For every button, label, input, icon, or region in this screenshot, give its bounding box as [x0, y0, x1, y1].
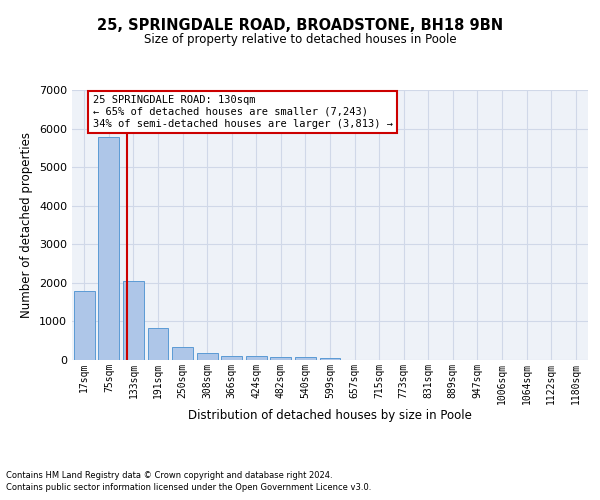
Bar	[74, 292, 95, 360]
Bar	[295, 358, 316, 360]
Bar	[271, 357, 292, 360]
Text: 25 SPRINGDALE ROAD: 130sqm
← 65% of detached houses are smaller (7,243)
34% of s: 25 SPRINGDALE ROAD: 130sqm ← 65% of deta…	[92, 96, 392, 128]
Text: Size of property relative to detached houses in Poole: Size of property relative to detached ho…	[143, 32, 457, 46]
Bar	[320, 358, 340, 360]
Text: Contains public sector information licensed under the Open Government Licence v3: Contains public sector information licen…	[6, 484, 371, 492]
Bar	[148, 328, 169, 360]
Y-axis label: Number of detached properties: Number of detached properties	[20, 132, 34, 318]
Bar	[172, 347, 193, 360]
Bar	[98, 137, 119, 360]
Bar	[221, 356, 242, 360]
Bar	[197, 353, 218, 360]
X-axis label: Distribution of detached houses by size in Poole: Distribution of detached houses by size …	[188, 410, 472, 422]
Bar	[246, 356, 267, 360]
Text: 25, SPRINGDALE ROAD, BROADSTONE, BH18 9BN: 25, SPRINGDALE ROAD, BROADSTONE, BH18 9B…	[97, 18, 503, 32]
Bar	[123, 280, 144, 360]
Text: Contains HM Land Registry data © Crown copyright and database right 2024.: Contains HM Land Registry data © Crown c…	[6, 471, 332, 480]
